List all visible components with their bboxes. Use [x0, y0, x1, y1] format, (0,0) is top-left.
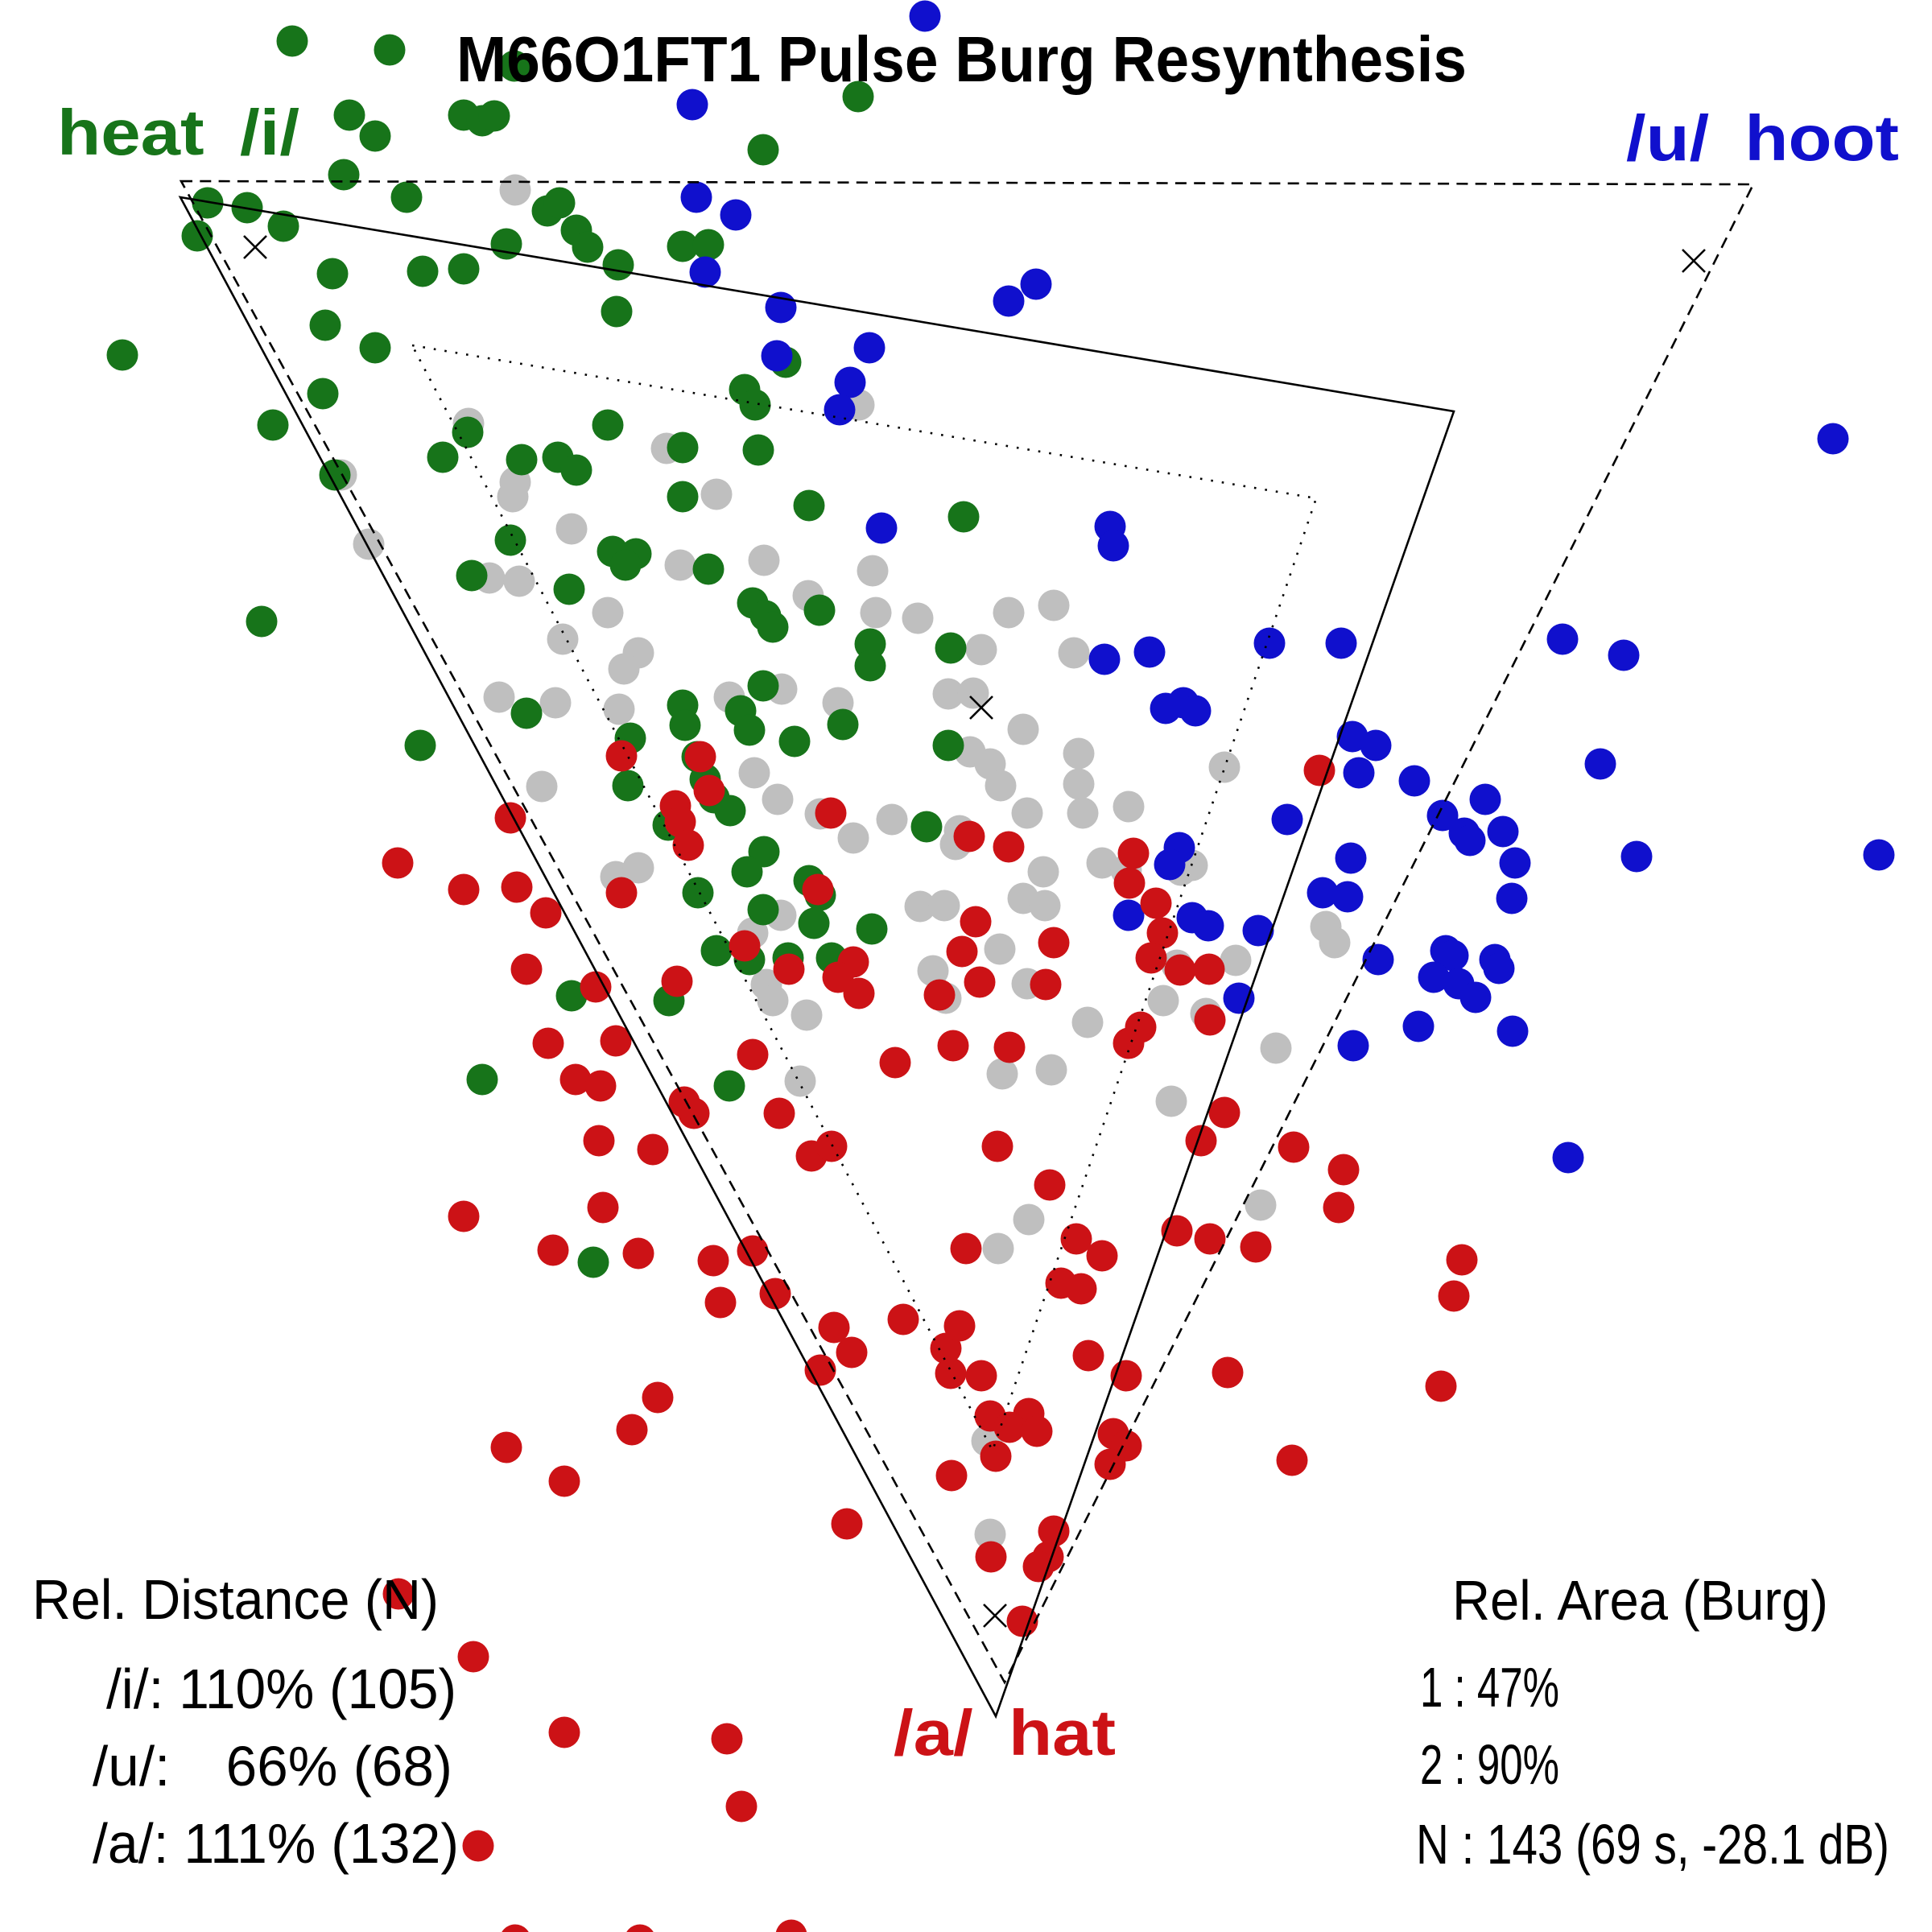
- svg-text:Rel. Distance (N): Rel. Distance (N): [32, 1568, 439, 1631]
- svg-text:/a/: 111% (132): /a/: 111% (132): [93, 1812, 459, 1875]
- svg-text:/a/ hat: /a/ hat: [894, 1697, 1116, 1769]
- svg-text:2 : 90%: 2 : 90%: [1420, 1733, 1559, 1796]
- svg-text:M66O1FT1 Pulse Burg Resynthesi: M66O1FT1 Pulse Burg Resynthesis: [456, 23, 1467, 95]
- svg-text:/i/: 110% (105): /i/: 110% (105): [106, 1657, 456, 1720]
- svg-text:Rel. Area (Burg): Rel. Area (Burg): [1452, 1569, 1828, 1632]
- svg-text:/u/ hoot: /u/ hoot: [1626, 102, 1899, 174]
- svg-text:N : 143 (69 s, -28.1 dB): N : 143 (69 s, -28.1 dB): [1416, 1813, 1889, 1876]
- svg-text:/u/: 66% (68): /u/: 66% (68): [93, 1735, 452, 1798]
- svg-text:1 : 47%: 1 : 47%: [1420, 1656, 1559, 1719]
- svg-text:heat /i/: heat /i/: [57, 97, 299, 168]
